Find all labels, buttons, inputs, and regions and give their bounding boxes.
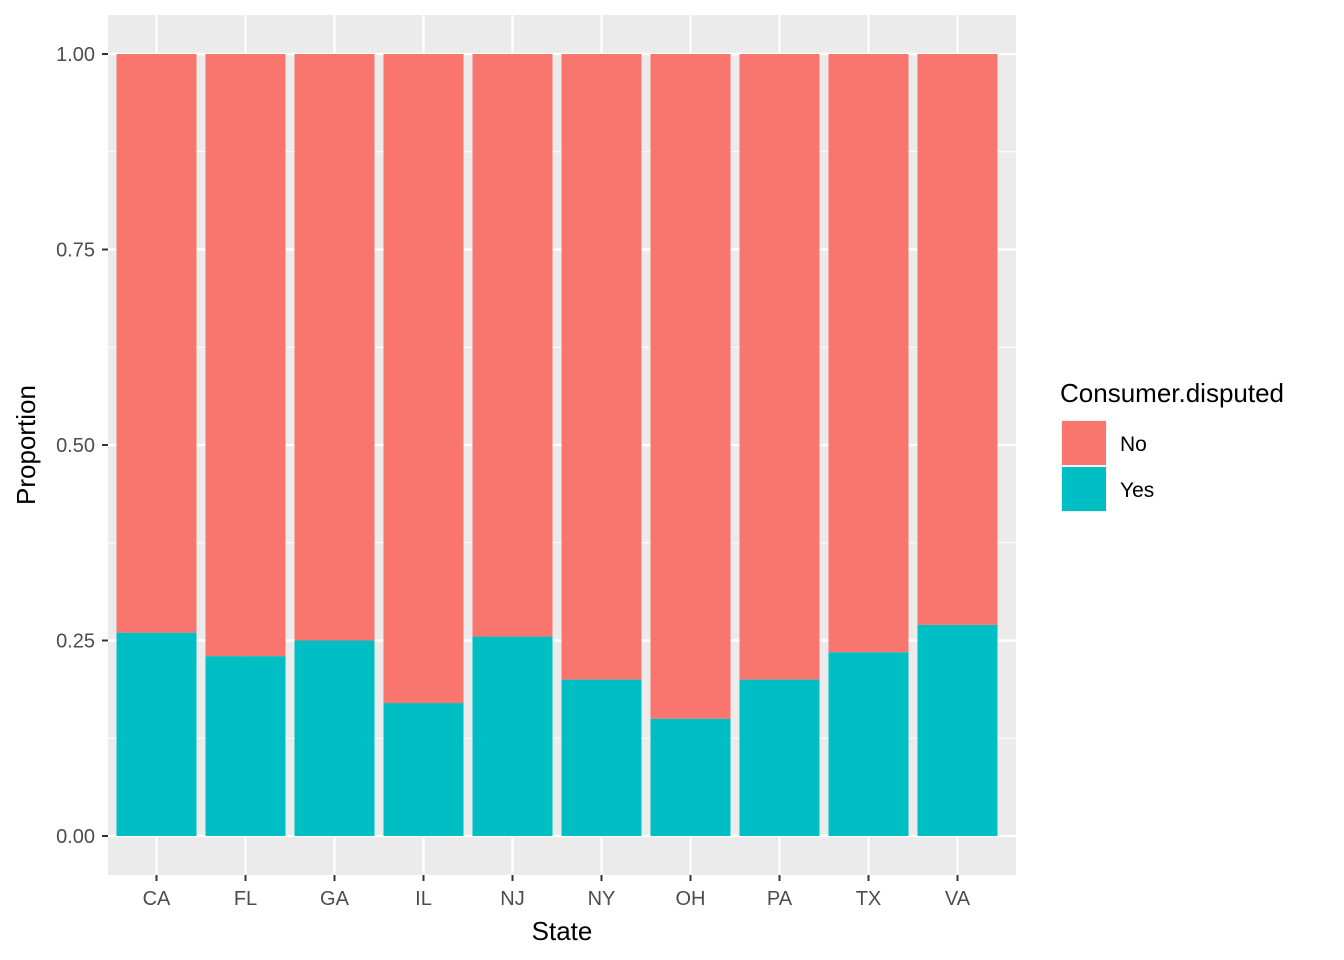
x-tick-label: PA <box>767 888 793 910</box>
bar-no-fl <box>205 54 286 657</box>
x-axis-title: State <box>532 916 593 946</box>
bar-yes-oh <box>650 718 731 836</box>
y-tick-label: 0.50 <box>56 435 95 457</box>
bar-no-ny <box>561 54 642 680</box>
bar-no-il <box>383 54 464 704</box>
y-tick-label: 0.00 <box>56 826 95 848</box>
x-tick-label: CA <box>143 888 171 910</box>
legend-swatch-yes <box>1062 467 1106 511</box>
bar-no-va <box>917 54 998 625</box>
bar-no-oh <box>650 54 731 719</box>
y-axis-title: Proportion <box>11 385 41 505</box>
y-tick-label: 1.00 <box>56 44 95 66</box>
x-axis: CA FL GA IL NJ NY OH PA TX VA <box>143 875 971 910</box>
legend: Consumer.disputed No Yes <box>1060 378 1284 512</box>
legend-label-no: No <box>1120 433 1147 456</box>
bar-no-tx <box>828 54 909 653</box>
x-tick-label: GA <box>320 888 350 910</box>
bar-yes-il <box>383 703 464 836</box>
bar-yes-tx <box>828 652 909 836</box>
legend-title: Consumer.disputed <box>1060 378 1284 408</box>
x-tick-label: IL <box>415 888 432 910</box>
bar-yes-ny <box>561 679 642 836</box>
x-tick-label: VA <box>945 888 971 910</box>
y-tick-label: 0.25 <box>56 631 95 653</box>
bar-no-pa <box>739 54 820 680</box>
bar-no-nj <box>472 54 553 637</box>
bar-yes-nj <box>472 636 553 836</box>
x-tick-label: TX <box>856 888 882 910</box>
bars <box>116 54 998 836</box>
legend-swatch-no <box>1062 421 1106 465</box>
bar-yes-pa <box>739 679 820 836</box>
bar-yes-va <box>917 624 998 836</box>
bar-no-ca <box>116 54 197 633</box>
x-tick-label: FL <box>234 888 257 910</box>
legend-label-yes: Yes <box>1120 479 1154 502</box>
x-tick-label: NJ <box>500 888 524 910</box>
bar-yes-fl <box>205 656 286 836</box>
bar-no-ga <box>294 54 375 641</box>
bar-yes-ca <box>116 632 197 836</box>
y-axis: 0.00 0.25 0.50 0.75 1.00 <box>56 44 108 848</box>
y-tick-label: 0.75 <box>56 240 95 262</box>
legend-items: No Yes <box>1061 420 1154 512</box>
x-tick-label: OH <box>676 888 706 910</box>
x-tick-label: NY <box>588 888 616 910</box>
bar-yes-ga <box>294 640 375 836</box>
